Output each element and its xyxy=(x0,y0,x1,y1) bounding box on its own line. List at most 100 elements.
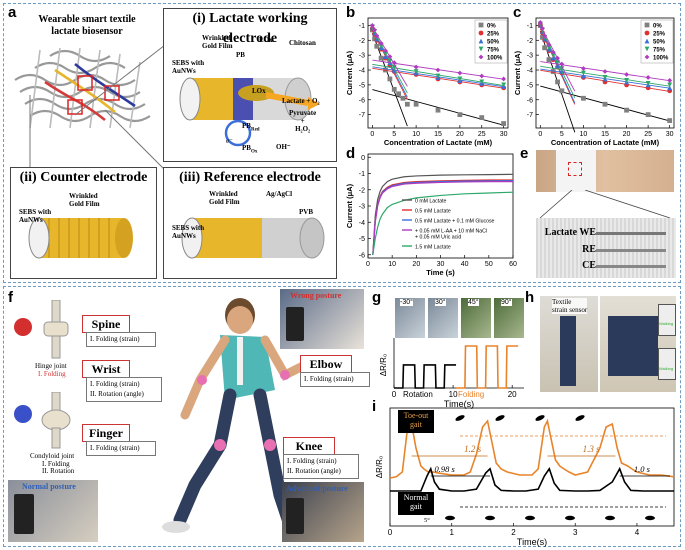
y-tick-label: -1 xyxy=(359,171,365,178)
g-angle-1: -30° xyxy=(400,299,413,306)
finger-box: Finger xyxy=(82,424,130,442)
data-point xyxy=(550,49,556,55)
normal-posture-label: Normal posture xyxy=(22,482,76,491)
footprint-bottom xyxy=(485,515,495,521)
x-tick-label: 10 xyxy=(580,131,588,138)
annotation: 5° xyxy=(424,517,430,524)
knee-box: Knee xyxy=(283,437,335,455)
top-panel-frame xyxy=(3,3,681,283)
hinge-joint-label: Hinge joint xyxy=(35,362,67,370)
h-sensor-label: Textile strain sensor xyxy=(552,298,588,314)
chart-c: 0 5 10 15 20 25 30 -1 -2 -3 -4 -5 -6 -7 Concentration … xyxy=(513,17,675,147)
x-tick-label: 10 xyxy=(388,261,396,268)
arm-photo xyxy=(536,150,674,192)
data-point xyxy=(602,101,608,107)
legend-marker xyxy=(478,38,484,44)
data-point xyxy=(624,107,629,113)
legend-label: 0% xyxy=(487,24,496,30)
counter-electrode-title: (ii) Counter electrode xyxy=(19,170,148,185)
footprint-top xyxy=(495,415,505,421)
h-legs-left xyxy=(560,316,576,386)
data-point xyxy=(435,67,441,73)
y-axis-label: Current (μA) xyxy=(513,50,522,95)
data-point xyxy=(413,101,419,107)
x-tick-label: 4 xyxy=(635,528,640,537)
hinge-joint-red-dot xyxy=(14,318,32,336)
chitosan-label: Chitosan xyxy=(289,39,316,47)
ce-label: CE xyxy=(582,260,596,271)
phone-normal xyxy=(14,494,34,534)
knee-sub-2: II. Rotation (angle) xyxy=(283,465,359,479)
wrinkled-gold-film-label: Wrinkled Gold Film xyxy=(202,34,233,50)
series-line xyxy=(372,191,514,255)
lox-label: LOx xyxy=(259,36,273,44)
x-tick-label: 50 xyxy=(485,261,493,268)
legend-marker xyxy=(644,46,650,52)
lactate-o2-label: Lactate + O₂ xyxy=(282,97,320,105)
h-phone-1 xyxy=(658,304,676,336)
pb-red-sub: Red xyxy=(250,127,260,133)
data-point xyxy=(413,64,419,70)
panel-label-h: h xyxy=(525,289,535,306)
data-point xyxy=(555,63,560,68)
x-tick-label: 20 xyxy=(508,390,517,399)
x-tick-label: 5 xyxy=(392,131,396,138)
data-point xyxy=(378,55,384,61)
oh-label: OH⁻ xyxy=(276,143,291,151)
advanced-posture-photo: Advanced posture xyxy=(282,482,364,542)
pb-label: PB xyxy=(236,51,245,59)
data-point xyxy=(602,75,608,80)
x-tick-label: 0 xyxy=(388,528,393,537)
series-line xyxy=(456,345,519,389)
data-point xyxy=(387,76,393,82)
panel-label-d: d xyxy=(346,145,356,162)
zoom-lines xyxy=(539,190,671,219)
mesh-connector-arrows xyxy=(29,44,166,171)
series-line-normal xyxy=(390,466,674,492)
x-tick-label: 30 xyxy=(500,131,508,138)
data-point xyxy=(457,112,463,118)
toe-out-gait-label: Toe-out gait xyxy=(398,410,434,433)
legend-label: 0 mM Lactate xyxy=(415,199,447,205)
y-tick-label: -6 xyxy=(359,97,365,104)
elbow-box: Elbow xyxy=(300,355,352,373)
data-point xyxy=(546,45,552,51)
data-point xyxy=(542,45,548,51)
data-point xyxy=(387,58,393,64)
data-point xyxy=(645,75,651,80)
footprint-bottom xyxy=(445,515,455,521)
y-tick-label: -6 xyxy=(359,252,365,259)
panel-label-a: a xyxy=(8,4,17,21)
reference-electrode-box: (iii) Reference electrode Wrinkled Gold … xyxy=(163,167,337,279)
g-folding-label: Folding xyxy=(458,390,485,399)
panel-a-title-line2: lactate biosensor xyxy=(51,26,123,37)
condyloid-sub-1: I. Folding xyxy=(42,460,70,468)
data-point xyxy=(540,26,545,31)
counter-electrode-cylinder xyxy=(28,217,133,259)
hinge-joint-sub: I. Folding xyxy=(38,370,66,378)
x-tick-label: 20 xyxy=(412,261,420,268)
working-electrode-title: (i) Lactate working electrode xyxy=(192,11,308,46)
data-point xyxy=(581,66,586,71)
x-tick-label: 1 xyxy=(450,528,455,537)
finger-sub: I. Folding (strain) xyxy=(86,441,156,456)
y-tick-label: -7 xyxy=(527,112,533,119)
data-point xyxy=(383,51,388,57)
data-point xyxy=(624,78,629,83)
y-tick-label: -4 xyxy=(527,68,533,75)
data-point xyxy=(404,101,410,107)
data-point xyxy=(645,112,651,118)
annotation: 1.0 s xyxy=(634,464,651,474)
pb-red-label: PBRed xyxy=(242,122,260,132)
legend-label: 1.5 mM Lactate xyxy=(415,245,451,251)
h-legs-right xyxy=(608,316,658,376)
data-point xyxy=(624,72,629,77)
reference-wrinkled-label: Wrinkled Gold Film xyxy=(209,190,240,206)
x-tick-label: 20 xyxy=(456,131,464,138)
data-point xyxy=(501,76,507,82)
data-point xyxy=(602,69,608,74)
x-tick-label: 20 xyxy=(623,131,631,138)
data-point xyxy=(559,88,565,94)
reference-sebs-label: SEBS with AuNWs xyxy=(172,224,205,240)
y-axis-label: ΔR/R₀ xyxy=(375,456,384,478)
